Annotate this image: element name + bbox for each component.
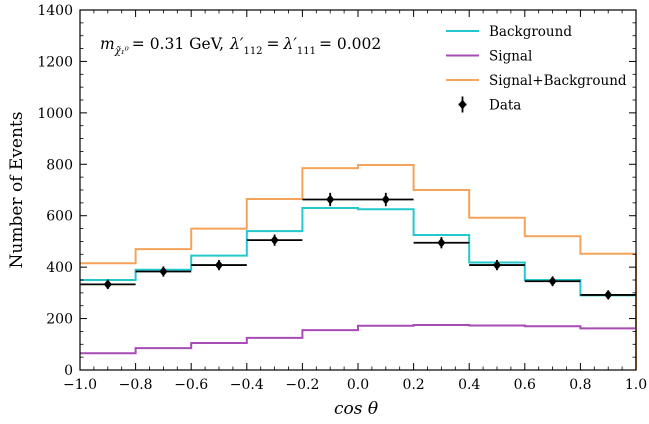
x-tick-label: −0.4 (230, 377, 264, 393)
annotation-lambda2-subscript: 111 (297, 46, 316, 57)
y-tick-label: 1000 (37, 106, 73, 122)
x-tick-label: 0.8 (569, 377, 591, 393)
annotation-mass-subscript: χ̃₁⁰ (114, 46, 129, 57)
x-tick-label: 1.0 (625, 377, 647, 393)
y-axis-label: Number of Events (7, 112, 27, 269)
legend-label: Signal (489, 49, 532, 65)
y-tick-label: 800 (46, 157, 73, 173)
y-tick-label: 600 (46, 209, 73, 225)
x-tick-label: −0.2 (285, 377, 319, 393)
plot-background (80, 10, 636, 370)
annotation-mass-symbol: m (100, 35, 115, 53)
legend-label: Data (489, 98, 521, 114)
legend-label: Background (489, 24, 572, 40)
x-tick-label: 0.0 (347, 377, 369, 393)
x-tick-label: −0.8 (119, 377, 153, 393)
annotation-mass-value: = 0.31 GeV, (132, 35, 224, 53)
y-tick-label: 1400 (37, 3, 73, 19)
plot-area (80, 10, 636, 370)
annotation-lambda2-symbol: λ′ (283, 35, 298, 53)
annotation-lambda1-symbol: λ′ (229, 35, 244, 53)
x-tick-label: 0.2 (402, 377, 424, 393)
legend-label: Signal+Background (489, 73, 627, 89)
annotation-equals: = (267, 35, 280, 53)
x-axis-label: cos θ (334, 399, 378, 419)
x-tick-label: −1.0 (63, 377, 97, 393)
y-tick-label: 200 (46, 312, 73, 328)
annotation-lambda1-subscript: 112 (243, 46, 262, 57)
x-tick-label: −0.6 (174, 377, 208, 393)
y-tick-label: 0 (64, 363, 73, 379)
y-tick-label: 400 (46, 260, 73, 276)
x-tick-label: 0.6 (514, 377, 536, 393)
x-tick-label: 0.4 (458, 377, 480, 393)
y-tick-label: 1200 (37, 54, 73, 70)
annotation-lambda2-value: = 0.002 (319, 35, 381, 53)
